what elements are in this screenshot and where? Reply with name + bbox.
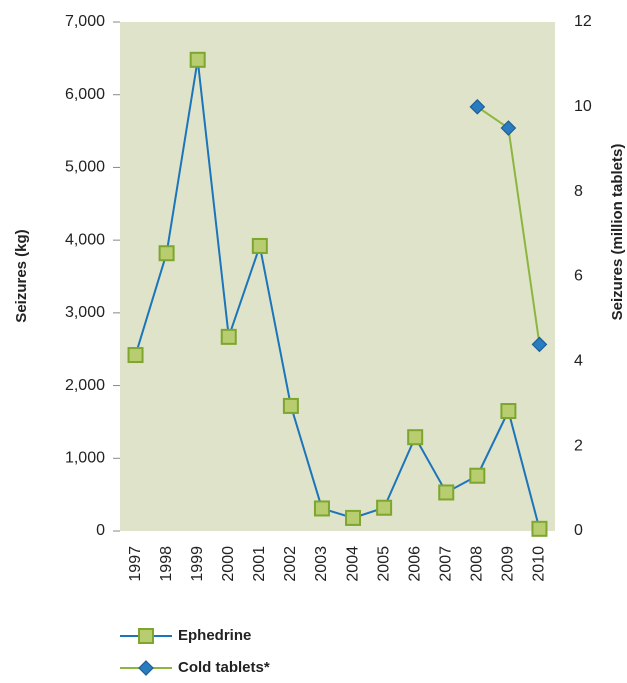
y2-tick-label: 6: [574, 268, 583, 285]
x-tick-label: 2008: [469, 546, 486, 582]
marker: [138, 628, 154, 644]
x-tick-label: 1999: [189, 546, 206, 582]
x-tick-label: 2000: [220, 546, 237, 582]
y-tick-label: 0: [96, 522, 105, 539]
marker: [158, 245, 175, 262]
marker: [189, 51, 206, 68]
x-tick-label: 2007: [437, 546, 454, 582]
y-tick-label: 7,000: [65, 13, 105, 30]
legend-label: Ephedrine: [178, 627, 251, 644]
marker: [531, 520, 548, 537]
x-tick-label: 2001: [251, 546, 268, 582]
y-tick-label: 4,000: [65, 231, 105, 248]
y-tick-label: 5,000: [65, 159, 105, 176]
marker: [531, 336, 548, 353]
x-tick-label: 2005: [375, 546, 392, 582]
y2-tick-label: 10: [574, 98, 592, 115]
y2-tick-label: 4: [574, 353, 583, 370]
marker: [138, 660, 154, 676]
marker: [407, 429, 424, 446]
y2-tick-label: 0: [574, 522, 583, 539]
x-tick-label: 2002: [282, 546, 299, 582]
x-tick-label: 2006: [406, 546, 423, 582]
y-tick-label: 6,000: [65, 86, 105, 103]
y-tick-label: 3,000: [65, 304, 105, 321]
marker: [438, 484, 455, 501]
y-axis-label: Seizures (kg): [13, 229, 30, 322]
y2-axis-label: Seizures (million tablets): [609, 144, 626, 321]
x-tick-label: 2003: [313, 546, 330, 582]
marker: [251, 237, 268, 254]
marker: [313, 500, 330, 517]
legend-label: Cold tablets*: [178, 659, 270, 676]
plot-area: [120, 22, 555, 531]
marker: [127, 347, 144, 364]
x-tick-label: 1998: [158, 546, 175, 582]
y-tick-label: 2,000: [65, 377, 105, 394]
marker: [469, 467, 486, 484]
marker: [376, 499, 393, 516]
y-tick-label: 1,000: [65, 450, 105, 467]
marker: [500, 120, 517, 136]
x-tick-label: 1997: [127, 546, 144, 582]
marker: [469, 98, 486, 115]
marker: [282, 397, 299, 414]
y2-tick-label: 8: [574, 183, 583, 200]
x-tick-label: 2010: [531, 546, 548, 582]
marker: [500, 403, 517, 420]
x-tick-label: 2009: [500, 546, 517, 582]
y2-tick-label: 12: [574, 13, 592, 30]
marker: [220, 328, 237, 345]
marker: [345, 509, 362, 526]
y2-tick-label: 2: [574, 437, 583, 454]
x-tick-label: 2004: [344, 546, 361, 582]
